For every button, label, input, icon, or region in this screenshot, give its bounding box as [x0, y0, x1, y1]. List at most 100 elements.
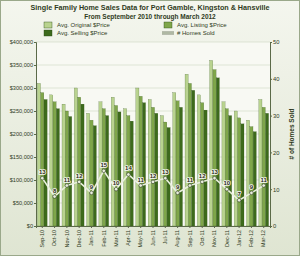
bar: [185, 74, 188, 226]
bar: [173, 93, 176, 226]
bar: [253, 132, 256, 226]
tick-mark: [270, 152, 272, 153]
marker: [127, 173, 131, 177]
tick-label: Jun-11: [150, 230, 156, 246]
tick-label: Feb-12: [248, 230, 254, 247]
bar: [222, 102, 225, 226]
tick: Nov-11: [211, 226, 217, 247]
bar: [213, 70, 216, 226]
tick-label: Jan-12: [236, 230, 242, 246]
bar-series: [37, 60, 262, 226]
tick-mark: [202, 226, 203, 228]
bar: [265, 113, 268, 226]
bar: [111, 97, 114, 226]
bar: [74, 88, 77, 226]
legend-label: Avg. Original $Price: [57, 22, 111, 28]
tick-mark: [66, 226, 67, 228]
tick-label: Aug-11: [174, 230, 180, 247]
bar: [197, 95, 200, 226]
tick-mark: [116, 226, 117, 228]
tick: Mar-12: [260, 226, 266, 247]
data-label: 11: [64, 177, 71, 183]
tick: Mar-11: [113, 226, 119, 247]
tick: Feb-12: [248, 226, 254, 247]
legend-label: Avg. Selling $Price: [57, 30, 108, 36]
tick-mark: [239, 226, 240, 228]
bar: [229, 116, 232, 226]
bar: [130, 121, 133, 226]
grid-line: [36, 42, 270, 43]
legend-label: # Homes Sold: [177, 30, 215, 36]
bar: [118, 112, 121, 226]
marker: [164, 176, 168, 180]
bar: [259, 100, 262, 227]
bar: [201, 103, 204, 226]
tick-label: Jul-11: [162, 230, 168, 244]
tick: Aug-11: [174, 226, 180, 247]
tick: Oct-11: [199, 226, 205, 246]
bar: [234, 111, 237, 226]
data-label: 15: [100, 162, 107, 168]
tick-mark: [54, 226, 55, 228]
marker: [176, 191, 180, 195]
tick: Jan-11: [88, 226, 94, 246]
tick-label: Nov-11: [211, 230, 217, 247]
tick-mark: [226, 226, 227, 228]
legend: Avg. Original $Price Avg. Listing $Price A…: [44, 22, 227, 36]
bar: [192, 90, 195, 226]
marker: [139, 184, 143, 188]
tick-mark: [165, 226, 166, 228]
bar: [262, 107, 265, 226]
bar: [155, 113, 158, 226]
bar-series: [41, 70, 266, 226]
tick: Nov-10: [64, 226, 70, 247]
tick-label: $50,000: [13, 200, 33, 206]
data-label: 9: [176, 184, 180, 190]
bar: [136, 88, 139, 226]
tick: Dec-10: [76, 226, 82, 247]
axis-line: [271, 43, 273, 227]
tick-mark: [251, 226, 252, 228]
bar-series: [44, 78, 269, 226]
bar: [69, 117, 72, 226]
marks: [37, 60, 268, 226]
tick-label: $350,000: [10, 62, 33, 68]
tick-mark: [79, 226, 80, 228]
tick: May-11: [137, 226, 143, 248]
bar: [78, 97, 81, 226]
tick-mark: [270, 116, 272, 117]
legend-swatch: [162, 32, 174, 33]
y2-axis: 01020304050: [270, 39, 279, 229]
data-label: 12: [76, 173, 83, 179]
data-labels: 138111291510141112139111213107911: [39, 162, 268, 197]
legend-swatch: [44, 22, 52, 28]
tick-label: $150,000: [10, 154, 33, 160]
bar: [210, 60, 213, 226]
axis-line: [37, 227, 271, 229]
data-label: 13: [211, 169, 218, 175]
tick-label: 40: [273, 76, 279, 82]
axis-line: [34, 43, 37, 227]
marker: [114, 187, 118, 191]
line: [42, 171, 263, 200]
data-label: 8: [53, 188, 57, 194]
data-label: 9: [250, 184, 254, 190]
tick: $250,000: [10, 108, 36, 114]
legend-label: Avg. Listing $Price: [177, 22, 227, 28]
tick-mark: [42, 226, 43, 228]
bar: [139, 96, 142, 226]
bar: [151, 107, 154, 226]
tick-mark: [34, 42, 36, 43]
bar: [37, 83, 40, 226]
data-label: 10: [223, 180, 230, 186]
tick-mark: [270, 79, 272, 80]
grid-line: [36, 65, 270, 66]
marker: [237, 198, 241, 202]
data-label: 9: [90, 184, 94, 190]
data-label: 11: [261, 177, 268, 183]
tick-label: 30: [273, 113, 279, 119]
marker: [65, 184, 69, 188]
tick-label: 10: [273, 187, 279, 193]
tick: Apr-11: [125, 226, 131, 246]
marker: [40, 176, 44, 180]
